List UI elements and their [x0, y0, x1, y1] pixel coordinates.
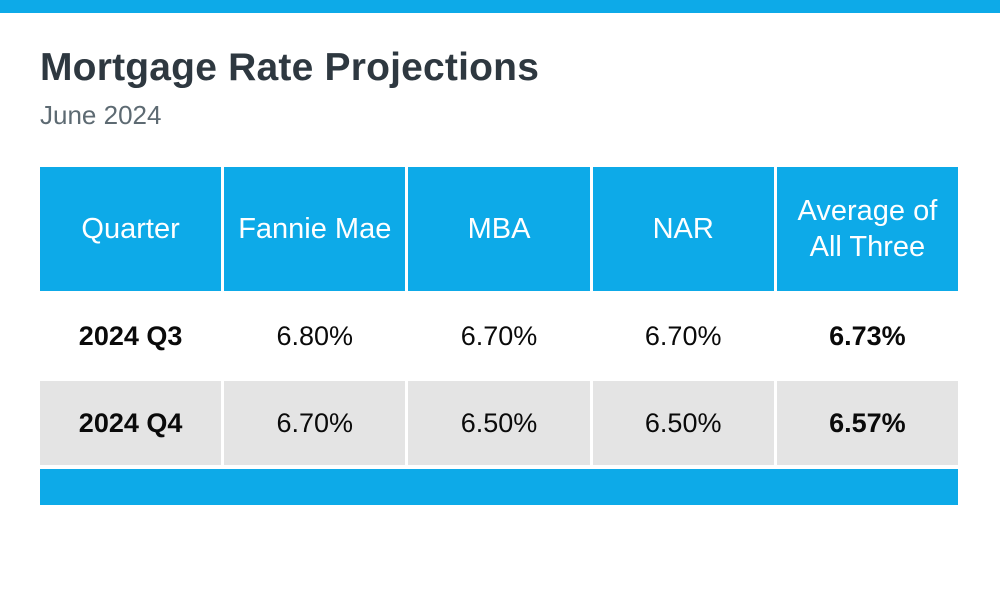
table-footer-accent-bar	[40, 469, 958, 506]
header-cell-average: Average of All Three	[776, 167, 958, 292]
row-q4-nar: 6.50%	[592, 381, 774, 466]
row-q4-fannie-mae: 6.70%	[224, 381, 406, 466]
top-accent-bar	[0, 0, 1000, 13]
main-content: Mortgage Rate Projections June 2024 Quar…	[0, 13, 1000, 506]
row-q3-mba: 6.70%	[408, 294, 590, 379]
row-q3-fannie-mae: 6.80%	[224, 294, 406, 379]
row-q4-mba: 6.50%	[408, 381, 590, 466]
header-cell-mba: MBA	[408, 167, 590, 292]
row-q3-nar: 6.70%	[592, 294, 774, 379]
row-q3-quarter: 2024 Q3	[40, 294, 222, 379]
projections-table: Quarter Fannie Mae MBA NAR Average of Al…	[40, 167, 958, 506]
header-cell-fannie-mae: Fannie Mae	[224, 167, 406, 292]
header-cell-quarter: Quarter	[40, 167, 222, 292]
page-title: Mortgage Rate Projections	[40, 46, 540, 89]
row-q4-quarter: 2024 Q4	[40, 381, 222, 466]
row-q4-average: 6.57%	[776, 381, 958, 466]
row-q3-average: 6.73%	[776, 294, 958, 379]
page-subtitle: June 2024	[40, 99, 162, 130]
header-cell-nar: NAR	[592, 167, 774, 292]
